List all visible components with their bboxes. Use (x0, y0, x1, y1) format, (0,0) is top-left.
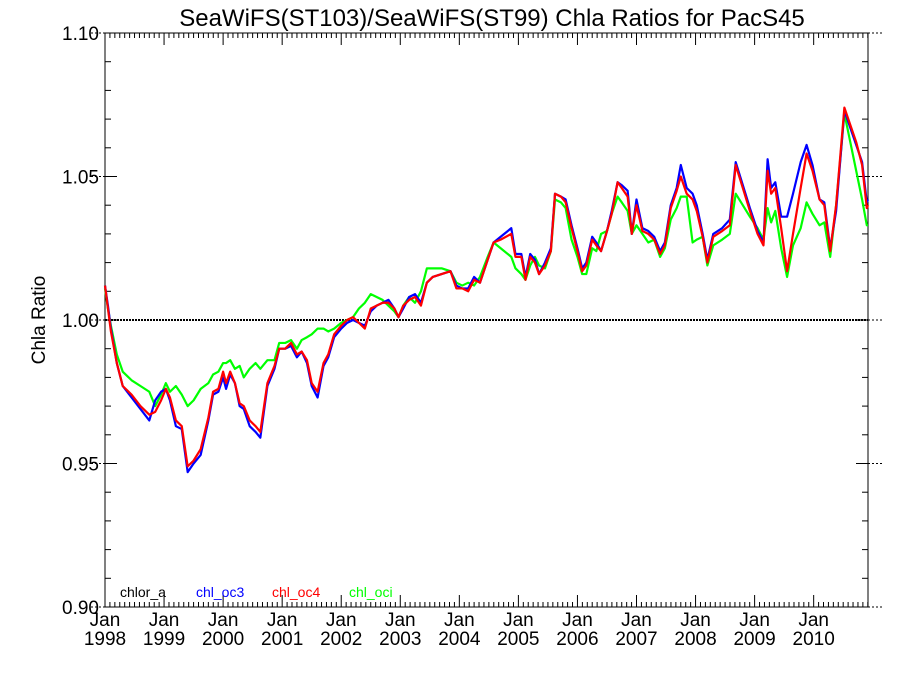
y-tick-label: 1.00 (62, 311, 99, 332)
x-tick-year: 2009 (733, 629, 775, 650)
x-tick-month: Jan (798, 610, 829, 631)
x-tick-month: Jan (149, 610, 180, 631)
x-tick-year: 1999 (143, 629, 185, 650)
legend-entry-chl-oci: chl_oci (349, 584, 393, 600)
x-tick-year: 2008 (674, 629, 716, 650)
legend-entry-chl-oc3: chl_oc3 (196, 584, 244, 600)
x-tick-year: 2001 (261, 629, 303, 650)
x-tick-year: 1998 (84, 629, 126, 650)
x-tick-year: 2000 (202, 629, 244, 650)
x-tick-year: 2002 (320, 629, 362, 650)
chart-title: SeaWiFS(ST103)/SeaWiFS(ST99) Chla Ratios… (179, 5, 805, 32)
x-tick-year: 2010 (793, 629, 835, 650)
x-tick-month: Jan (385, 610, 416, 631)
legend-entry-chlor-a: chlor_a (120, 584, 166, 600)
x-tick-year: 2007 (615, 629, 657, 650)
series-line-chl-oc4 (103, 106, 870, 468)
legend: chlor_a chl_oc3 chl_oc4 chl_oci (120, 584, 393, 600)
series-line-chl-oci (103, 112, 868, 408)
x-tick-month: Jan (621, 610, 652, 631)
x-tick-year: 2006 (556, 629, 598, 650)
x-tick-month: Jan (562, 610, 593, 631)
plot-area: 0.900.951.001.051.10Jan1998Jan1999Jan200… (62, 24, 882, 650)
series-line-chl-oc3 (103, 109, 870, 474)
y-tick-label: 1.10 (62, 24, 99, 45)
x-tick-month: Jan (267, 610, 298, 631)
x-tick-month: Jan (680, 610, 711, 631)
x-tick-year: 2004 (438, 629, 481, 650)
x-tick-year: 2005 (497, 629, 539, 650)
x-tick-month: Jan (503, 610, 534, 631)
y-axis-label: Chla Ratio (29, 276, 50, 365)
y-tick-label: 1.05 (62, 168, 99, 189)
x-tick-month: Jan (90, 610, 121, 631)
x-tick-month: Jan (739, 610, 770, 631)
x-tick-month: Jan (326, 610, 357, 631)
x-tick-year: 2003 (379, 629, 421, 650)
x-tick-month: Jan (444, 610, 475, 631)
y-tick-label: 0.90 (62, 598, 99, 619)
x-tick-month: Jan (208, 610, 239, 631)
y-tick-label: 0.95 (62, 455, 99, 476)
legend-entry-chl-oc4: chl_oc4 (272, 584, 320, 600)
